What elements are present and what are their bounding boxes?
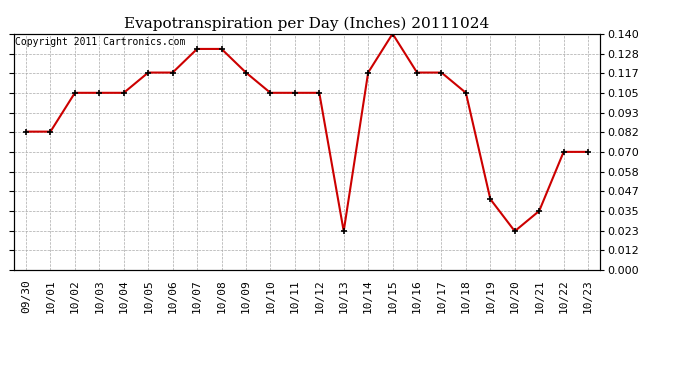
Text: Copyright 2011 Cartronics.com: Copyright 2011 Cartronics.com [15,37,186,47]
Title: Evapotranspiration per Day (Inches) 20111024: Evapotranspiration per Day (Inches) 2011… [124,17,490,31]
